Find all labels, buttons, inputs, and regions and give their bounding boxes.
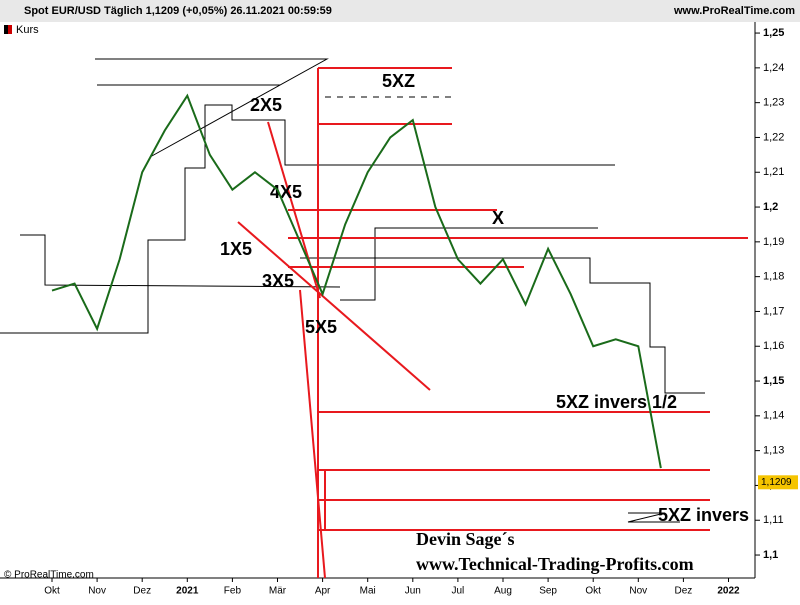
legend-label: Kurs	[16, 24, 39, 36]
y-tick-label: 1,22	[763, 131, 784, 143]
step-line	[627, 512, 680, 523]
x-tick-label: Okt	[44, 586, 60, 597]
y-tick-label: 1,17	[763, 305, 784, 317]
y-tick-label: 1,15	[763, 375, 784, 387]
annotation: 2X5	[250, 95, 282, 115]
x-tick-label: Feb	[224, 586, 242, 597]
header-bar	[0, 0, 800, 22]
step-line	[300, 257, 705, 394]
y-tick-label: 1,24	[763, 62, 784, 74]
y-tick-label: 1,1	[763, 549, 778, 561]
x-tick-label: Nov	[88, 586, 106, 597]
annotation: 5XZ	[382, 71, 415, 91]
step-line	[20, 234, 341, 288]
x-tick-label: Dez	[675, 586, 693, 597]
y-tick-label: 1,18	[763, 271, 784, 283]
x-tick-label: Dez	[133, 586, 151, 597]
source: www.ProRealTime.com	[673, 5, 795, 17]
x-tick-label: 2021	[176, 586, 199, 597]
y-tick-label: 1,14	[763, 410, 784, 422]
x-tick-label: Apr	[315, 586, 331, 597]
trend-line	[95, 58, 329, 158]
y-tick-label: 1,19	[763, 236, 784, 248]
website: www.Technical-Trading-Profits.com	[416, 554, 694, 574]
annotation: 4X5	[270, 182, 302, 202]
x-tick-label: Jun	[405, 586, 421, 597]
legend-swatch-red	[8, 25, 12, 34]
x-tick-label: Sep	[539, 586, 557, 597]
author: Devin Sage´s	[416, 529, 515, 549]
step-line	[340, 227, 598, 301]
y-tick-label: 1,25	[763, 27, 784, 39]
annotation: 3X5	[262, 271, 294, 291]
annotation: 5XZ invers	[658, 505, 749, 525]
annotation: 5XZ invers 1/2	[556, 392, 677, 412]
x-tick-label: Aug	[494, 586, 512, 597]
y-tick-label: 1,2	[763, 201, 778, 213]
last-price-label: 1,1209	[761, 477, 792, 488]
y-tick-label: 1,11	[763, 514, 784, 526]
price-line	[51, 93, 662, 469]
x-tick-label: Okt	[585, 586, 601, 597]
copyright: © ProRealTime.com	[4, 570, 94, 581]
x-tick-label: Jul	[452, 586, 465, 597]
chart-title: Spot EUR/USD Täglich 1,1209 (+0,05%) 26.…	[24, 5, 332, 17]
y-tick-label: 1,21	[763, 166, 784, 178]
last-price-box	[758, 475, 798, 490]
red-line	[299, 289, 326, 579]
x-tick-label: Nov	[629, 586, 647, 597]
annotation: 1X5	[220, 239, 252, 259]
red-line	[237, 221, 431, 391]
step-line	[0, 104, 615, 334]
annotation: 5X5	[305, 317, 337, 337]
y-tick-label: 1,13	[763, 445, 784, 457]
y-tick-label: 1,23	[763, 97, 784, 109]
annotation: X	[492, 208, 504, 228]
y-tick-label: 1,16	[763, 340, 784, 352]
x-tick-label: Mär	[269, 586, 287, 597]
x-tick-label: Mai	[360, 586, 376, 597]
x-tick-label: 2022	[717, 586, 740, 597]
